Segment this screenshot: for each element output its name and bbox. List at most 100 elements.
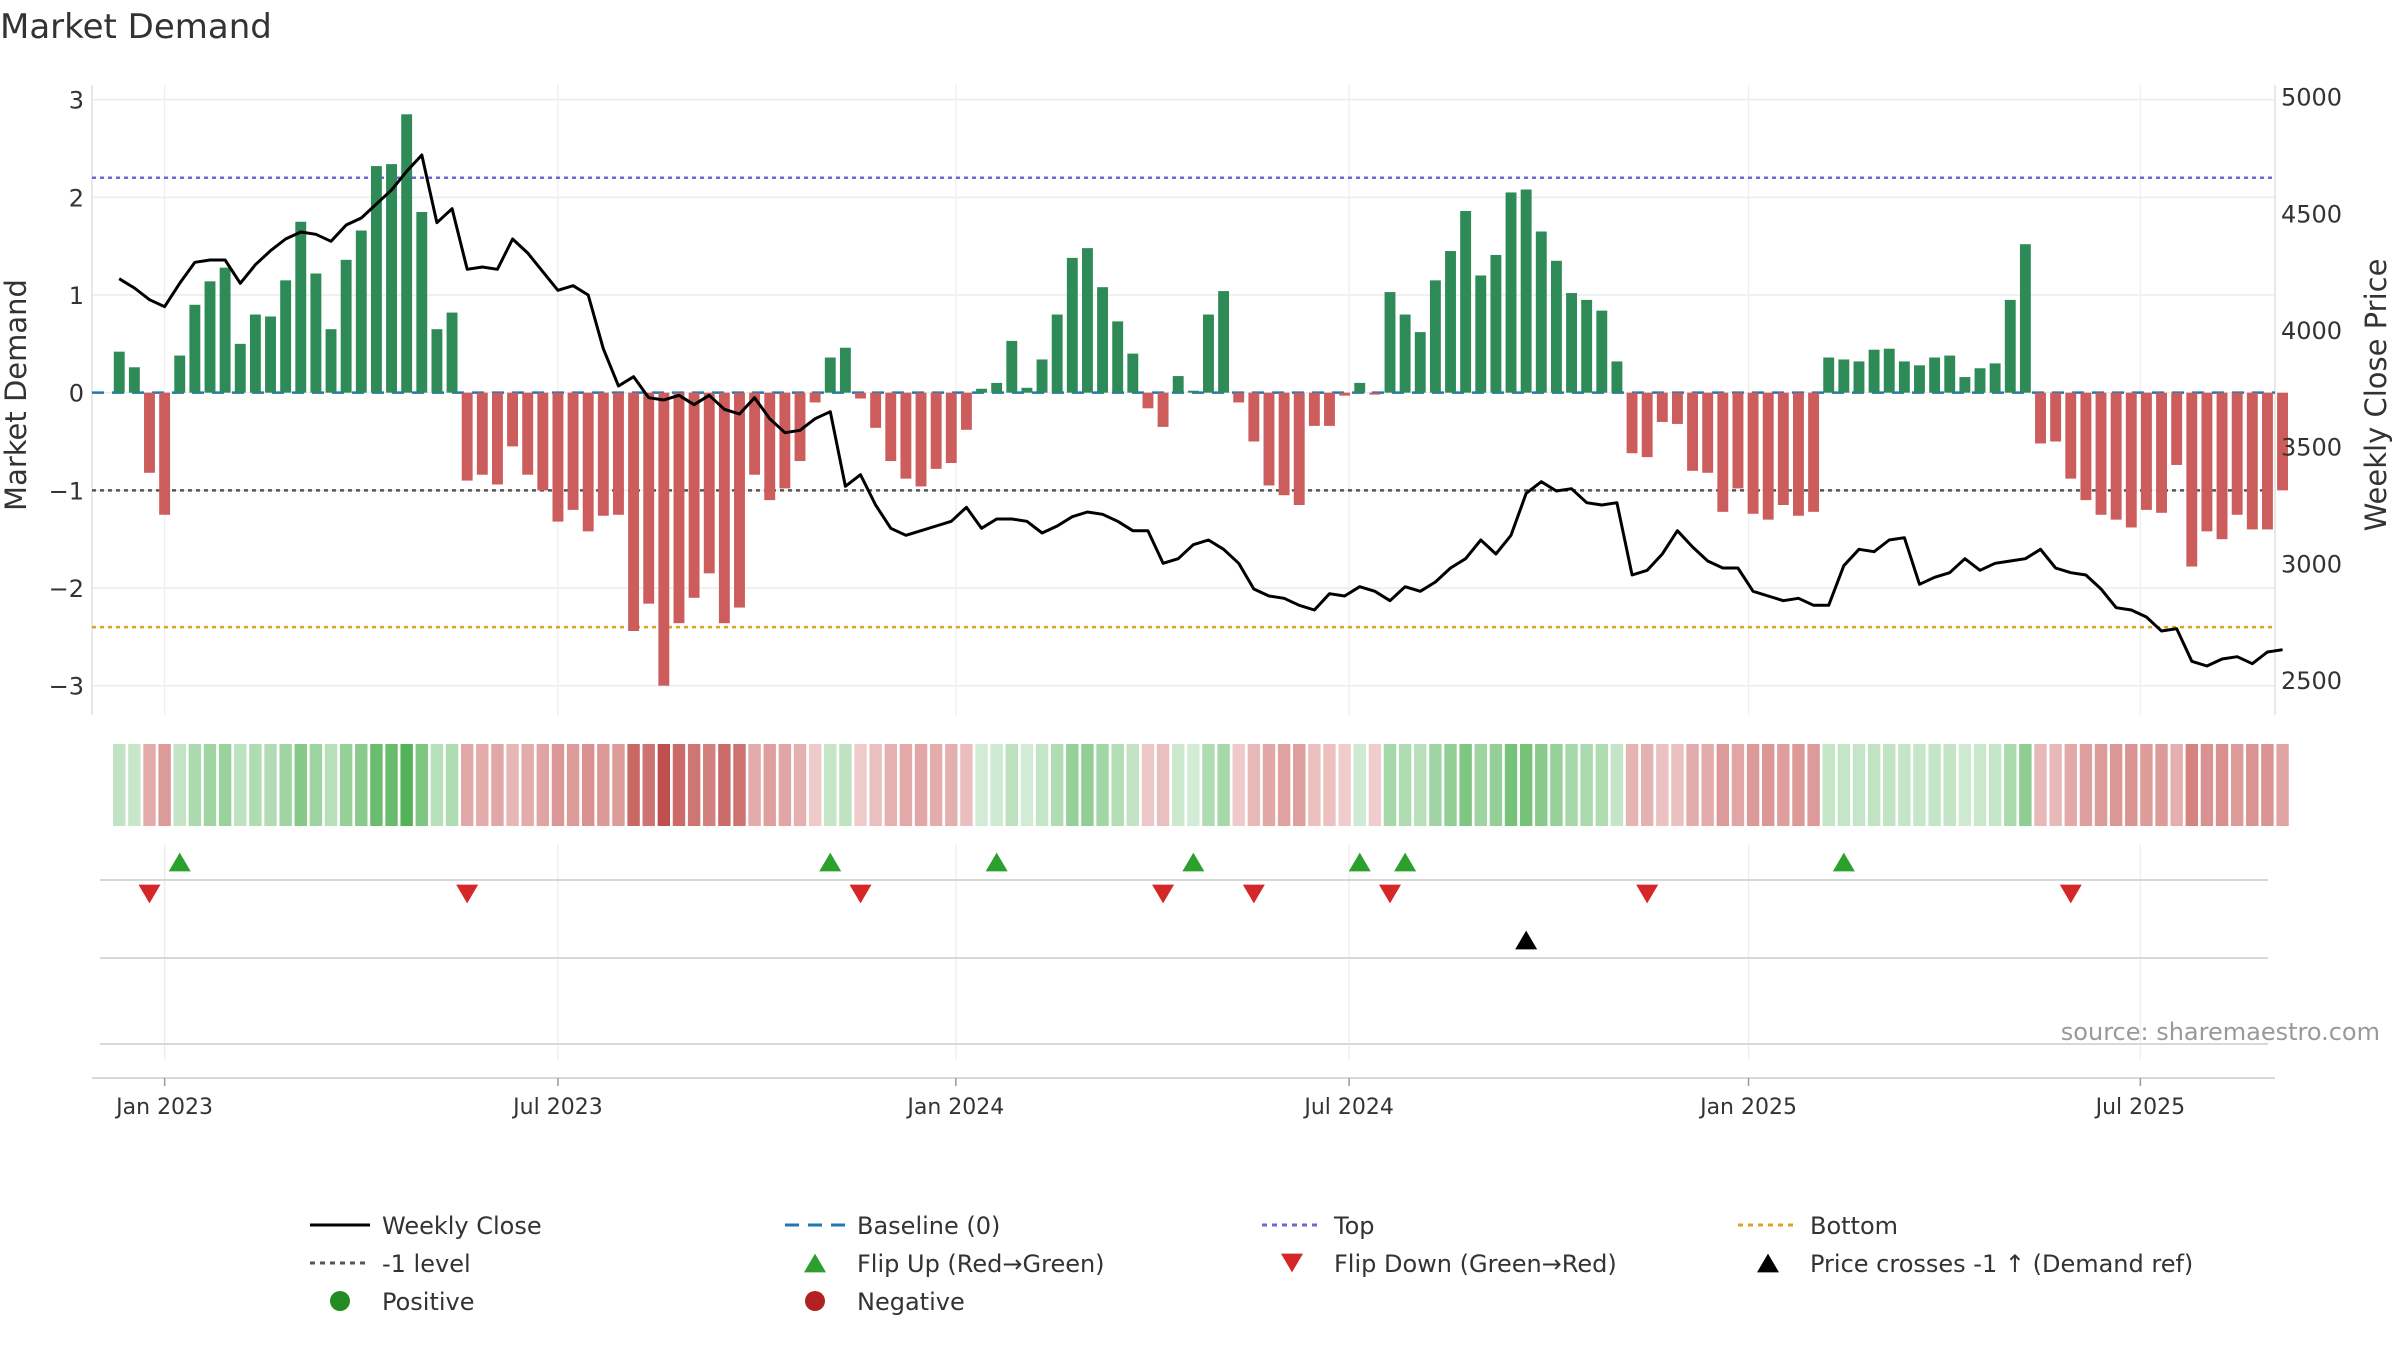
demand-bar xyxy=(1203,314,1214,393)
demand-bar xyxy=(2246,392,2258,530)
demand-bar xyxy=(1263,392,1275,486)
heat-cell xyxy=(1217,744,1230,826)
heat-cell xyxy=(1535,744,1548,826)
heat-cell xyxy=(1338,744,1351,826)
heat-cell xyxy=(1156,744,1170,826)
heat-cell xyxy=(1323,744,1336,826)
demand-bar xyxy=(1172,376,1184,393)
x-tick-label: Jul 2023 xyxy=(511,1095,603,1120)
demand-bar xyxy=(476,392,488,475)
heat-cell xyxy=(1731,744,1745,826)
legend-label: Baseline (0) xyxy=(857,1212,1000,1240)
heat-cell xyxy=(808,744,822,826)
heat-cell xyxy=(1353,744,1366,826)
heat-cell xyxy=(143,744,156,826)
demand-bar xyxy=(658,392,670,686)
chart-title: Market Demand xyxy=(0,7,272,47)
heat-cell xyxy=(1383,744,1397,826)
heat-cell xyxy=(128,744,141,826)
heat-cell xyxy=(1202,744,1215,826)
demand-bar xyxy=(1762,392,1774,520)
y-tick-label: 3 xyxy=(69,87,84,115)
demand-bar xyxy=(794,392,806,462)
heat-cell xyxy=(279,744,292,826)
heat-cell xyxy=(173,744,186,826)
demand-bar xyxy=(1581,299,1593,393)
demand-bar xyxy=(855,392,866,399)
demand-bar xyxy=(839,347,851,393)
demand-bar xyxy=(1671,392,1683,424)
heat-cell xyxy=(884,744,897,826)
demand-bar xyxy=(1596,310,1608,393)
heat-cell xyxy=(839,744,852,826)
demand-bar xyxy=(915,392,927,487)
demand-bar xyxy=(582,392,594,532)
legend-item: Flip Down (Green→Red) xyxy=(1281,1250,1617,1278)
demand-bar xyxy=(1717,392,1729,512)
demand-bar xyxy=(703,392,715,574)
heat-cell xyxy=(703,744,716,826)
heat-cell xyxy=(415,744,428,826)
heat-cell xyxy=(1610,744,1624,826)
demand-bar xyxy=(1808,392,1820,512)
demand-bar xyxy=(1278,392,1290,496)
demand-bar xyxy=(1520,189,1532,393)
demand-bar xyxy=(446,312,458,393)
demand-bar xyxy=(1823,357,1835,393)
heat-cell xyxy=(2109,744,2123,826)
demand-bar xyxy=(1354,382,1366,393)
demand-bar xyxy=(1914,365,1925,393)
demand-bar xyxy=(945,392,957,463)
legend-swatch xyxy=(805,1291,825,1311)
heat-cell xyxy=(1686,744,1699,826)
heat-cell xyxy=(1565,744,1578,826)
heat-cell xyxy=(1943,744,1956,826)
legend-label: Price crosses -1 ↑ (Demand ref) xyxy=(1810,1250,2193,1278)
demand-bar xyxy=(734,392,745,608)
demand-bar xyxy=(1066,257,1078,393)
heat-cell xyxy=(264,744,277,826)
heat-cell xyxy=(536,744,550,826)
demand-bar xyxy=(1142,392,1154,409)
y2-axis-label: Weekly Close Price xyxy=(2359,259,2393,532)
demand-bar xyxy=(749,392,761,475)
price-cross-marker xyxy=(1515,930,1538,950)
demand-bar xyxy=(870,392,882,428)
demand-bar xyxy=(1687,392,1699,471)
demand-bar xyxy=(1656,392,1668,422)
heat-cell xyxy=(1988,744,2002,826)
demand-bar xyxy=(159,392,171,515)
demand-bar xyxy=(1793,392,1804,516)
heat-cell xyxy=(1398,744,1412,826)
x-tick-label: Jul 2025 xyxy=(2094,1095,2186,1120)
heat-cell xyxy=(400,744,413,826)
heat-cell xyxy=(2185,744,2198,826)
flip-up-marker xyxy=(985,852,1008,872)
y2-tick-label: 3500 xyxy=(2281,434,2342,462)
heat-cell xyxy=(733,744,746,826)
demand-bar xyxy=(2050,392,2062,442)
y-axis-label: Market Demand xyxy=(0,279,33,511)
demand-bar xyxy=(1732,392,1744,489)
y-tick-label: −3 xyxy=(49,673,84,701)
heat-cell xyxy=(1883,744,1896,826)
heat-cell xyxy=(597,744,610,826)
demand-bar xyxy=(718,392,730,624)
legend-item: Bottom xyxy=(1738,1212,1898,1240)
y2-tick-label: 4500 xyxy=(2281,200,2342,228)
heat-cell xyxy=(657,744,671,826)
heat-cell xyxy=(1368,744,1382,826)
heat-cell xyxy=(824,744,837,826)
heat-cell xyxy=(1050,744,1064,826)
heat-cell xyxy=(1580,744,1593,826)
heat-cell xyxy=(1247,744,1261,826)
demand-bar xyxy=(1051,314,1063,393)
x-tick-label: Jan 2025 xyxy=(1698,1095,1797,1120)
demand-bar xyxy=(522,392,534,475)
heat-cell xyxy=(778,744,792,826)
x-tick-label: Jan 2024 xyxy=(905,1095,1004,1120)
heat-cell xyxy=(582,744,595,826)
heat-cell xyxy=(1519,744,1533,826)
heat-cell xyxy=(113,744,126,826)
